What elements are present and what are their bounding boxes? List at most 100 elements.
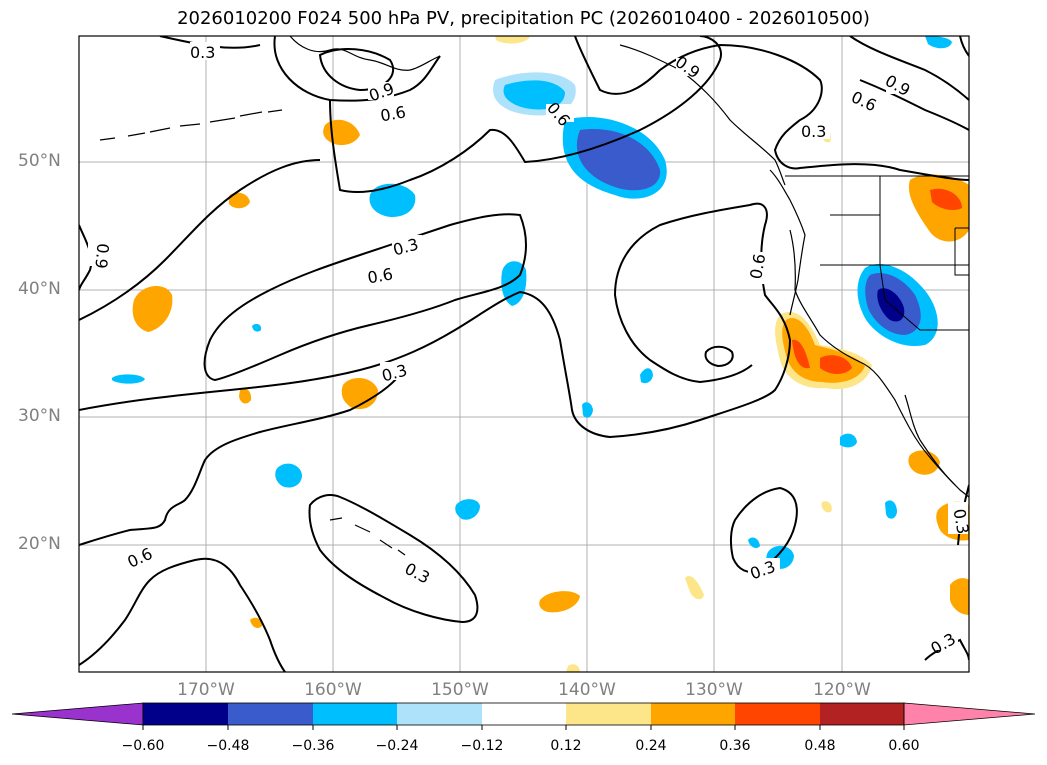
precip-blob	[640, 368, 653, 384]
precip-negative-areas	[112, 36, 952, 569]
pv-contour-line	[704, 345, 734, 368]
pv-contour-line	[79, 159, 321, 321]
california-coast	[789, 229, 969, 498]
lat-label-50n: 50°N	[18, 151, 61, 171]
pv-contour-line	[203, 213, 527, 382]
pv-contour-line	[79, 202, 792, 439]
colorbar-bin	[313, 703, 397, 725]
hawaii	[329, 517, 406, 556]
colorbar-tick-label: −0.48	[206, 738, 250, 754]
precip-blob	[503, 80, 565, 110]
precip-blob	[132, 285, 173, 332]
colorbar-bin	[566, 703, 651, 725]
contour-label: 0.9	[672, 52, 704, 82]
precip-blob	[112, 374, 145, 384]
precip-blob	[925, 36, 952, 49]
precip-blob	[576, 129, 661, 191]
precip-blob	[792, 339, 810, 369]
precip-blob	[908, 174, 969, 242]
lon-label-160w: 160°W	[304, 680, 362, 700]
colorbar-bin	[143, 703, 228, 725]
state-line	[820, 176, 969, 331]
alaska-panhandle	[619, 44, 786, 186]
contour-labels: 0.3 0.9 0.6 0.6 0.9 0.6 0.9 0.3 0.9 0.3 …	[88, 42, 973, 658]
precip-blob	[885, 500, 897, 519]
pv-contour-line	[924, 638, 969, 661]
contour-label: 0.6	[379, 102, 407, 125]
colorbar-tick-label: 0.60	[888, 738, 920, 754]
colorbar-bin	[735, 703, 820, 725]
precip-blob	[455, 499, 480, 520]
contour-label: 0.3	[801, 122, 826, 141]
colorbar-bin	[820, 703, 904, 725]
colorbar-extend-right	[903, 702, 1036, 726]
contour-label: 0.3	[190, 43, 215, 62]
pv-contour-line	[273, 36, 441, 102]
pv-contour-line	[959, 36, 969, 57]
alaska-coast	[289, 36, 441, 71]
precip-blob	[369, 183, 416, 218]
british-columbia	[769, 169, 806, 316]
pv-contour-line	[329, 36, 722, 193]
precip-blob	[840, 433, 857, 448]
contour-label: 0.6	[848, 87, 879, 115]
pv-contour-line	[849, 36, 969, 101]
contour-label: 0.9	[91, 243, 112, 270]
contour-label: 0.3	[402, 559, 433, 588]
contour-label: 0.3	[950, 507, 973, 535]
precip-blob	[566, 664, 580, 672]
lon-label-120w: 120°W	[813, 680, 871, 700]
pv-contour-line	[308, 494, 479, 624]
precip-blob	[495, 36, 530, 44]
precip-blob	[275, 463, 302, 488]
precip-positive-areas	[132, 36, 969, 672]
contour-label: 0.9	[882, 71, 914, 100]
pv-contour-line	[79, 364, 406, 546]
precip-blob	[685, 575, 704, 600]
lat-label-30n: 30°N	[18, 406, 61, 426]
lat-label-40n: 40°N	[18, 279, 61, 299]
colorbar-bin	[651, 703, 735, 725]
precip-blob	[820, 355, 852, 374]
precip-blob	[930, 188, 962, 210]
precip-blob	[539, 591, 580, 613]
pv-contour-line	[859, 79, 969, 131]
precip-blob	[323, 119, 360, 146]
colorbar-bin	[482, 703, 566, 725]
precip-blob	[950, 578, 969, 615]
colorbar-tick-label: 0.24	[635, 738, 667, 754]
pv-contour-line	[79, 224, 93, 291]
colorbar-bin	[228, 703, 313, 725]
colorbar-tick-label: −0.60	[121, 738, 165, 754]
colorbar-tick-label: −0.12	[460, 738, 504, 754]
lon-label-170w: 170°W	[177, 680, 235, 700]
precip-blob	[748, 537, 760, 548]
pv-contour-line	[79, 557, 286, 672]
plot-frame	[78, 35, 970, 673]
map-title: 2026010200 F024 500 hPa PV, precipitatio…	[177, 8, 870, 29]
colorbar-tick-label: −0.24	[375, 738, 419, 754]
colorbar-tick-label: 0.12	[550, 738, 582, 754]
pv-contour-line	[318, 48, 395, 92]
contour-label: 0.6	[366, 264, 394, 287]
colorbar	[11, 702, 1036, 730]
pv-contours	[79, 36, 969, 672]
precip-blob	[250, 617, 263, 628]
lon-label-130w: 130°W	[685, 680, 743, 700]
precip-blob	[229, 192, 250, 209]
colorbar-tick-label: −0.36	[291, 738, 335, 754]
precip-blob	[582, 402, 593, 418]
lon-label-150w: 150°W	[431, 680, 489, 700]
contour-label: 0.6	[746, 252, 769, 280]
precip-blob	[341, 378, 378, 410]
colorbar-tick-label: 0.48	[804, 738, 836, 754]
colorbar-tick-label: 0.36	[719, 738, 751, 754]
precip-blob	[252, 323, 262, 332]
lat-label-20n: 20°N	[18, 534, 61, 554]
colorbar-bin	[397, 703, 482, 725]
aleutian-islands	[99, 109, 283, 141]
lon-label-140w: 140°W	[558, 680, 616, 700]
precip-blob	[239, 388, 252, 404]
pv-contour-line	[574, 36, 969, 181]
